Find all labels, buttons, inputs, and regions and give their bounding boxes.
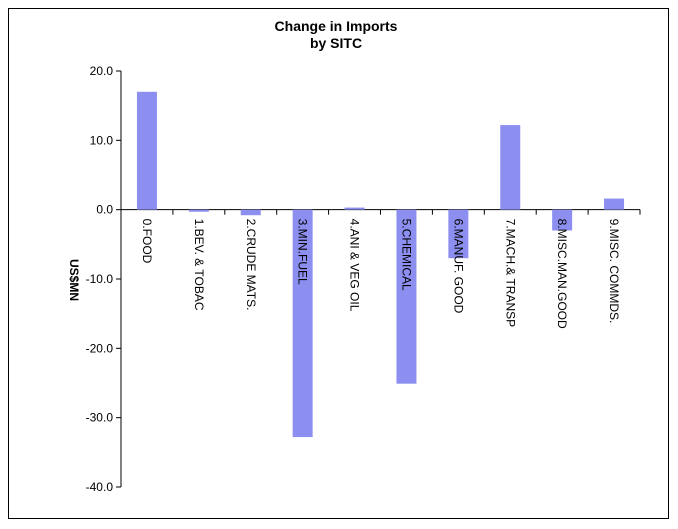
y-tick-label: -40.0: [86, 480, 114, 494]
category-label: 5.CHEMICAL: [399, 219, 413, 291]
y-tick-label: -30.0: [86, 411, 114, 425]
chart-title-line1: Change in Imports: [275, 18, 398, 34]
bar: [188, 209, 209, 212]
chart-title-line2: by SITC: [310, 35, 362, 51]
category-label: 0.FOOD: [140, 219, 154, 264]
bar: [344, 207, 365, 210]
bar: [292, 209, 313, 438]
category-label: 9.MISC. COMMDS.: [607, 219, 621, 324]
category-label: 1.BEV. & TOBAC: [192, 219, 206, 311]
bar: [604, 198, 625, 210]
y-tick-label: 20.0: [90, 64, 114, 78]
category-label: 4.ANI & VEG OIL: [348, 219, 362, 312]
category-label: 7.MACH.& TRANSP: [503, 219, 517, 327]
category-label: 6.MANUF. GOOD: [451, 219, 465, 314]
category-label: 2.CRUDE MATS.: [244, 219, 258, 311]
chart-frame: [8, 8, 669, 519]
y-tick-label: -10.0: [86, 272, 114, 286]
bar: [396, 209, 417, 384]
y-tick-label: 0.0: [96, 203, 113, 217]
category-label: 8.MISC.MAN.GOOD: [555, 219, 569, 329]
bar: [500, 125, 521, 210]
category-label: 3.MIN.FUEL: [296, 219, 310, 285]
y-tick-label: -20.0: [86, 341, 114, 355]
bar: [448, 209, 469, 259]
y-axis-label: US$MN: [67, 259, 81, 301]
bar: [240, 209, 261, 216]
bar: [552, 209, 573, 231]
y-tick-label: 10.0: [90, 133, 114, 147]
bar: [136, 91, 157, 210]
